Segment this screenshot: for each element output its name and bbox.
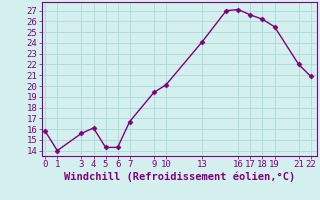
- X-axis label: Windchill (Refroidissement éolien,°C): Windchill (Refroidissement éolien,°C): [64, 172, 295, 182]
